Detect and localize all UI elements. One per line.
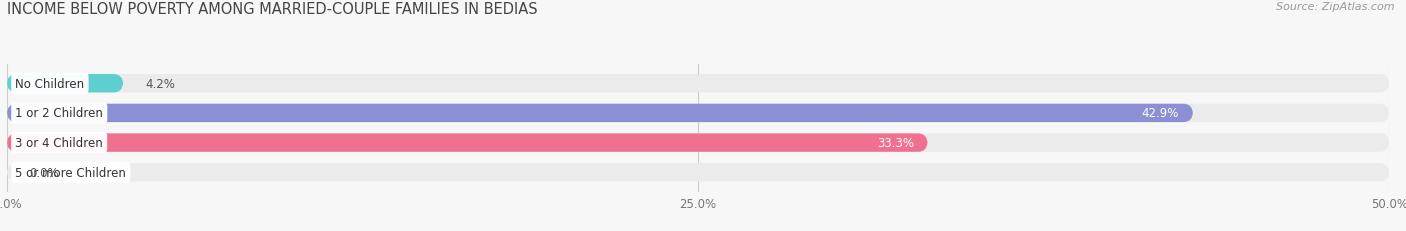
FancyBboxPatch shape xyxy=(7,104,1389,123)
FancyBboxPatch shape xyxy=(7,75,1389,93)
FancyBboxPatch shape xyxy=(7,134,1389,152)
Text: 4.2%: 4.2% xyxy=(145,77,176,90)
Text: 1 or 2 Children: 1 or 2 Children xyxy=(15,107,103,120)
Text: 0.0%: 0.0% xyxy=(30,166,59,179)
Text: INCOME BELOW POVERTY AMONG MARRIED-COUPLE FAMILIES IN BEDIAS: INCOME BELOW POVERTY AMONG MARRIED-COUPL… xyxy=(7,2,537,17)
Text: Source: ZipAtlas.com: Source: ZipAtlas.com xyxy=(1277,2,1395,12)
FancyBboxPatch shape xyxy=(7,104,1192,123)
FancyBboxPatch shape xyxy=(7,163,1389,182)
FancyBboxPatch shape xyxy=(7,75,124,93)
Text: 3 or 4 Children: 3 or 4 Children xyxy=(15,137,103,149)
Text: 33.3%: 33.3% xyxy=(877,137,914,149)
Text: 5 or more Children: 5 or more Children xyxy=(15,166,127,179)
FancyBboxPatch shape xyxy=(7,134,928,152)
Text: No Children: No Children xyxy=(15,77,84,90)
Text: 42.9%: 42.9% xyxy=(1142,107,1180,120)
